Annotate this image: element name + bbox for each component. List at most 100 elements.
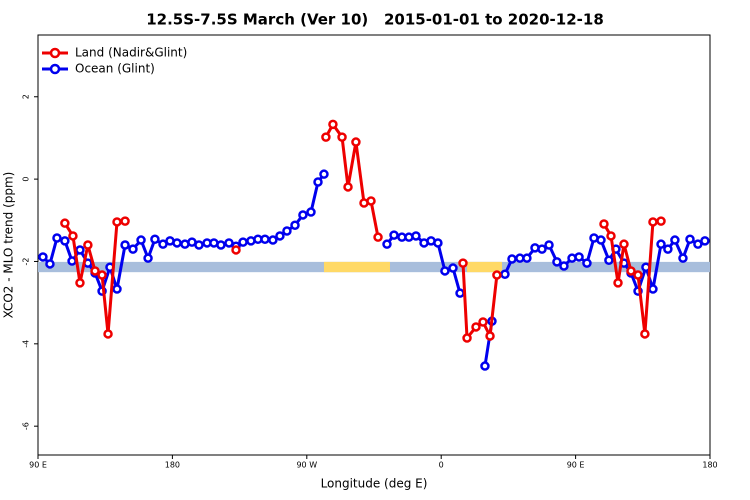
data-point bbox=[455, 288, 465, 298]
legend-marker bbox=[49, 63, 61, 75]
data-point bbox=[306, 207, 316, 217]
chart-title: 12.5S-7.5S March (Ver 10) 2015-01-01 to … bbox=[146, 11, 604, 29]
data-point bbox=[552, 257, 562, 267]
data-point bbox=[68, 231, 78, 241]
data-point bbox=[120, 240, 130, 250]
data-point bbox=[319, 169, 329, 179]
band-segment bbox=[323, 261, 390, 273]
data-point bbox=[537, 244, 547, 254]
y-tick-label: 0 bbox=[22, 177, 31, 182]
data-point bbox=[613, 278, 623, 288]
data-point bbox=[75, 278, 85, 288]
data-point bbox=[480, 361, 490, 371]
data-point bbox=[60, 218, 70, 228]
data-point bbox=[143, 253, 153, 263]
y-tick-label: -6 bbox=[22, 422, 31, 430]
data-point bbox=[60, 236, 70, 246]
data-point bbox=[485, 331, 495, 341]
data-point bbox=[83, 240, 93, 250]
data-point bbox=[366, 196, 376, 206]
data-point bbox=[328, 119, 338, 130]
data-point bbox=[626, 266, 636, 276]
data-point bbox=[45, 259, 55, 269]
data-point bbox=[120, 216, 130, 226]
data-point bbox=[500, 269, 510, 279]
data-point bbox=[238, 237, 248, 247]
data-point bbox=[290, 220, 300, 230]
legend-marker bbox=[49, 47, 61, 59]
data-point bbox=[97, 270, 107, 280]
data-point bbox=[194, 240, 204, 250]
data-point bbox=[656, 239, 666, 249]
data-point bbox=[700, 236, 710, 246]
data-point bbox=[38, 252, 48, 262]
data-point bbox=[693, 239, 703, 249]
data-point bbox=[574, 252, 584, 262]
data-point bbox=[582, 258, 592, 268]
data-point bbox=[150, 234, 160, 244]
series-line bbox=[63, 121, 662, 343]
x-axis-label: Longitude (deg E) bbox=[321, 477, 428, 491]
data-point bbox=[544, 240, 554, 250]
data-point bbox=[112, 284, 122, 294]
x-tick-label: 0 bbox=[439, 461, 444, 470]
data-point bbox=[343, 182, 353, 192]
data-point bbox=[411, 231, 421, 241]
data-point bbox=[648, 284, 658, 294]
y-axis-label: XCO2 - MLO trend (ppm) bbox=[2, 172, 16, 319]
data-point bbox=[268, 235, 278, 245]
data-point bbox=[216, 240, 226, 250]
data-point bbox=[90, 266, 100, 276]
data-point bbox=[321, 132, 331, 142]
y-tick-label: -4 bbox=[22, 340, 31, 348]
data-point bbox=[559, 261, 569, 271]
band-segment bbox=[467, 261, 502, 273]
data-point bbox=[433, 238, 443, 248]
data-point bbox=[471, 322, 481, 332]
data-point bbox=[599, 219, 609, 229]
x-tick-label: 180 bbox=[165, 461, 180, 470]
data-point bbox=[604, 255, 614, 265]
data-point bbox=[103, 329, 113, 339]
x-tick-label: 180 bbox=[702, 461, 717, 470]
legend-label: Land (Nadir&Glint) bbox=[75, 46, 187, 60]
data-point bbox=[678, 253, 688, 263]
data-point bbox=[619, 239, 629, 249]
data-point bbox=[351, 137, 361, 147]
data-point bbox=[507, 254, 517, 264]
data-point bbox=[337, 132, 347, 142]
legend-label: Ocean (Glint) bbox=[75, 62, 155, 76]
data-point bbox=[260, 234, 270, 244]
data-point bbox=[112, 217, 122, 227]
data-point bbox=[448, 263, 458, 273]
data-point bbox=[663, 244, 673, 254]
data-point bbox=[282, 226, 292, 236]
data-point bbox=[373, 232, 383, 242]
plot-frame bbox=[37, 34, 711, 456]
data-point bbox=[596, 235, 606, 245]
data-point bbox=[158, 239, 168, 249]
data-point bbox=[128, 244, 138, 254]
data-point bbox=[67, 256, 77, 266]
data-point bbox=[136, 235, 146, 245]
data-point bbox=[231, 245, 241, 255]
data-point bbox=[640, 329, 650, 339]
x-tick-label: 90 W bbox=[296, 461, 317, 470]
data-point bbox=[633, 270, 643, 280]
data-point bbox=[382, 239, 392, 249]
data-point bbox=[224, 238, 234, 248]
data-point bbox=[492, 270, 502, 280]
data-point bbox=[522, 253, 532, 263]
data-point bbox=[75, 245, 85, 255]
data-point bbox=[670, 235, 680, 245]
data-point bbox=[648, 217, 658, 227]
data-point bbox=[462, 333, 472, 343]
data-point bbox=[458, 258, 468, 268]
x-tick-label: 90 E bbox=[567, 461, 585, 470]
x-tick-label: 90 E bbox=[29, 461, 47, 470]
data-point bbox=[275, 231, 285, 241]
data-point bbox=[298, 210, 308, 220]
data-point bbox=[478, 317, 488, 327]
data-point bbox=[606, 231, 616, 241]
